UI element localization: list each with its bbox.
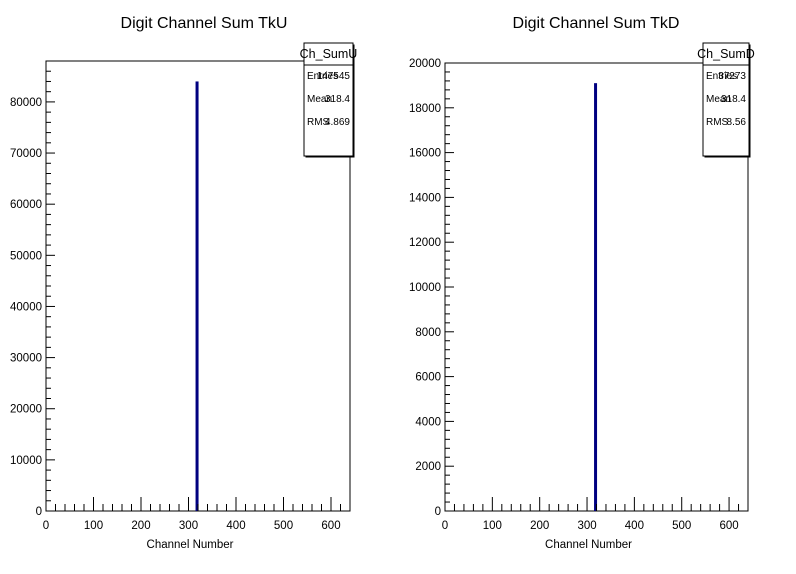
stats-row-value: 147545 (317, 71, 351, 82)
stats-row-label: RMS (706, 117, 729, 128)
x-axis-label: Channel Number (545, 539, 632, 551)
y-tick-label: 16000 (409, 148, 441, 160)
y-tick-label: 4000 (415, 416, 441, 428)
x-tick-label: 0 (43, 520, 49, 532)
y-tick-label: 0 (435, 506, 441, 518)
y-tick-label: 10000 (409, 282, 441, 294)
stats-row-value: 318.4 (325, 94, 350, 105)
x-tick-label: 100 (84, 520, 103, 532)
stats-row-label: RMS (307, 117, 330, 128)
y-tick-label: 14000 (409, 192, 441, 204)
y-tick-label: 70000 (10, 148, 42, 160)
x-tick-label: 200 (530, 520, 549, 532)
chart-panel-0: Digit Channel Sum TkU 0 100 200 300 400 500 600… (10, 15, 357, 551)
x-tick-label: 0 (442, 520, 448, 532)
x-axis-label: Channel Number (147, 539, 234, 551)
histogram-bar (594, 83, 598, 511)
y-tick-label: 80000 (10, 97, 42, 109)
x-tick-label: 500 (672, 520, 691, 532)
y-tick-label: 20000 (409, 58, 441, 70)
y-tick-label: 10000 (10, 455, 42, 467)
stats-row-label: Mean (307, 94, 332, 105)
x-tick-label: 400 (625, 520, 644, 532)
stats-title: Ch_SumU (300, 47, 358, 61)
y-tick-label: 60000 (10, 199, 42, 211)
x-tick-label: 600 (719, 520, 738, 532)
stats-row-value: 37273 (718, 71, 746, 82)
x-tick-label: 400 (226, 520, 245, 532)
stats-row-value: 4.869 (325, 117, 350, 128)
x-tick-label: 200 (131, 520, 150, 532)
stats-row-label: Entries (706, 71, 737, 82)
histogram-bar (195, 81, 199, 512)
stats-row-value: 8.56 (727, 117, 747, 128)
y-tick-label: 0 (36, 506, 42, 518)
y-tick-label: 18000 (409, 103, 441, 115)
stats-box (702, 42, 750, 157)
y-tick-label: 50000 (10, 250, 42, 262)
y-tick-label: 2000 (415, 461, 441, 473)
chart-title: Digit Channel Sum TkU (121, 15, 288, 32)
stats-row-label: Mean (706, 94, 731, 105)
y-tick-label: 30000 (10, 353, 42, 365)
y-tick-label: 12000 (409, 237, 441, 249)
x-tick-label: 300 (577, 520, 596, 532)
chart-panel-1: Digit Channel Sum TkD 0 100 200 300 400 500 600… (409, 15, 755, 551)
y-tick-label: 40000 (10, 301, 42, 313)
y-tick-label: 20000 (10, 404, 42, 416)
x-tick-label: 100 (483, 520, 502, 532)
stats-row-value: 318.4 (721, 94, 746, 105)
stats-row-label: Entries (307, 71, 338, 82)
x-tick-label: 600 (321, 520, 340, 532)
chart-title: Digit Channel Sum TkD (513, 15, 680, 32)
x-tick-label: 300 (179, 520, 198, 532)
y-tick-label: 8000 (415, 327, 441, 339)
y-tick-label: 6000 (415, 372, 441, 384)
x-tick-label: 500 (274, 520, 293, 532)
stats-title: Ch_SumD (697, 47, 755, 61)
stats-box (303, 42, 354, 157)
